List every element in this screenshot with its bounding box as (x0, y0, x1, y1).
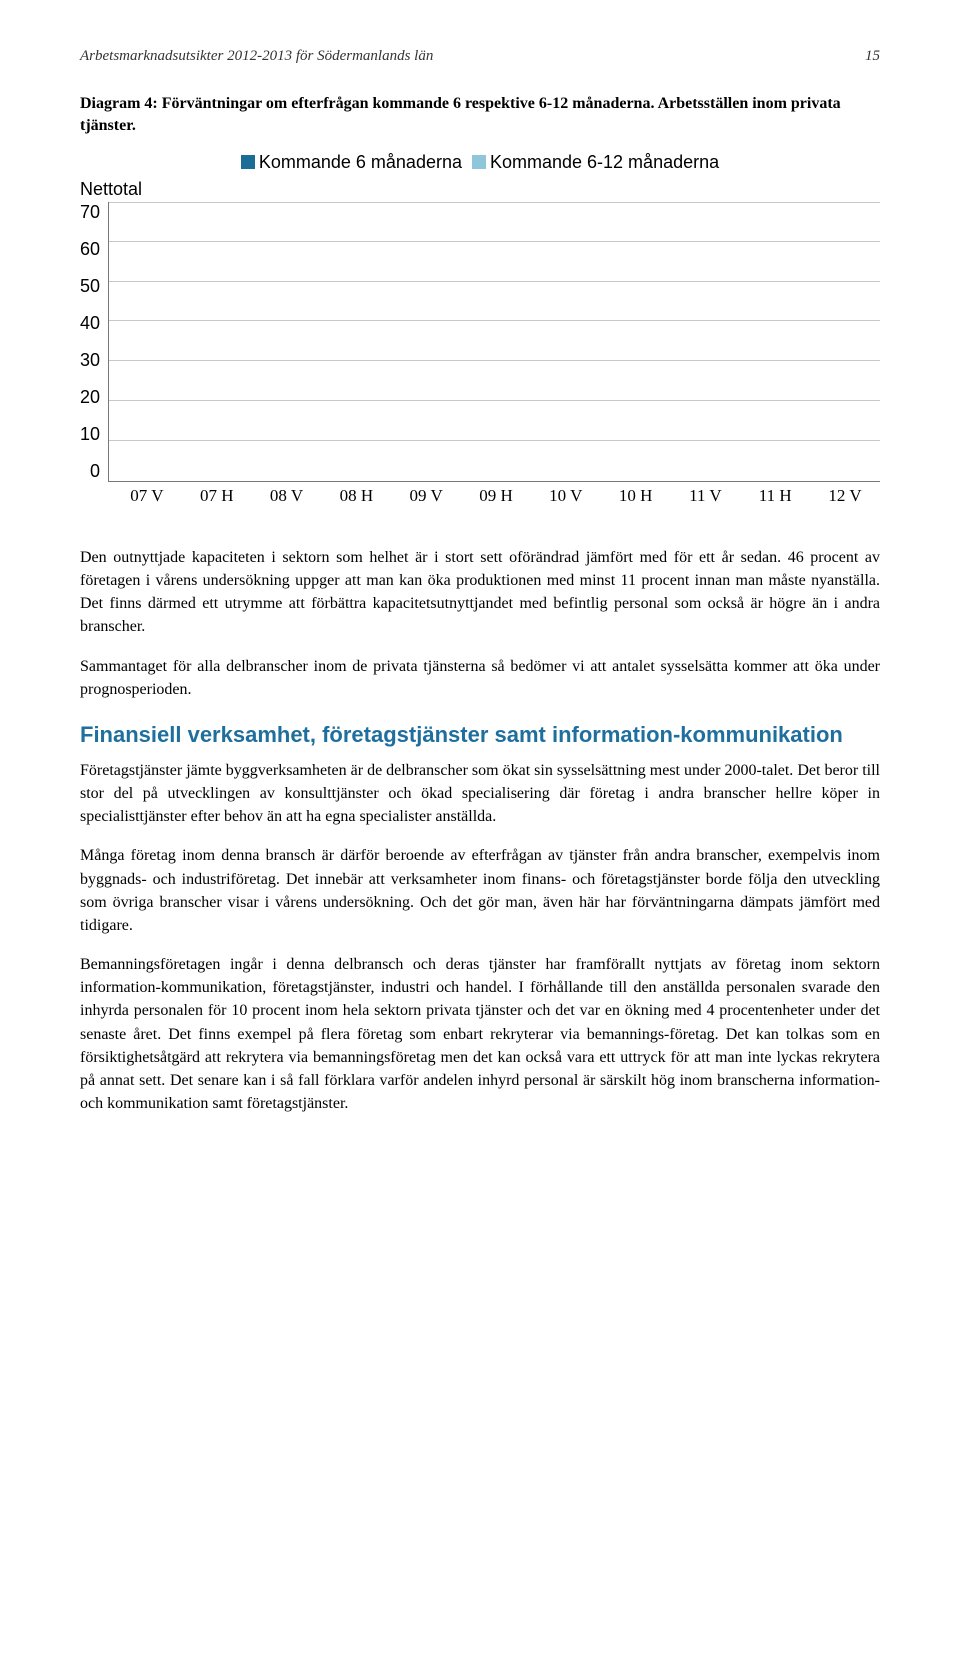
y-tick: 0 (90, 461, 100, 482)
y-tick: 60 (80, 239, 100, 260)
grid-line (109, 281, 880, 282)
y-tick: 70 (80, 202, 100, 223)
x-tick-label: 09 V (391, 486, 461, 506)
y-tick: 40 (80, 313, 100, 334)
y-tick: 30 (80, 350, 100, 371)
x-tick-label: 10 V (531, 486, 601, 506)
diagram-title: Diagram 4: Förväntningar om efterfrågan … (80, 93, 880, 138)
chart-legend: Kommande 6 månaderna Kommande 6-12 månad… (80, 152, 880, 173)
plot-area (108, 202, 880, 482)
grid-line (109, 440, 880, 441)
body-text: Den outnyttjade kapaciteten i sektorn so… (80, 546, 880, 1116)
bar-chart: 70 60 50 40 30 20 10 0 (80, 202, 880, 482)
paragraph-2: Sammantaget för alla delbranscher inom d… (80, 655, 880, 701)
paragraph-5: Bemanningsföretagen ingår i denna delbra… (80, 953, 880, 1115)
bar-container (109, 202, 880, 481)
y-tick: 10 (80, 424, 100, 445)
section-heading: Finansiell verksamhet, företagstjänster … (80, 719, 880, 751)
x-tick-label: 11 V (671, 486, 741, 506)
paragraph-4: Många företag inom denna bransch är därf… (80, 844, 880, 937)
x-tick-label: 08 V (252, 486, 322, 506)
y-tick: 20 (80, 387, 100, 408)
grid-line (109, 400, 880, 401)
legend-swatch-2 (472, 155, 486, 169)
grid-line (109, 202, 880, 203)
x-tick-label: 11 H (740, 486, 810, 506)
grid-line (109, 241, 880, 242)
x-tick-label: 07 V (112, 486, 182, 506)
x-tick-label: 12 V (810, 486, 880, 506)
y-tick: 50 (80, 276, 100, 297)
x-tick-label: 10 H (601, 486, 671, 506)
y-axis-title: Nettotal (80, 179, 880, 200)
grid-line (109, 320, 880, 321)
legend-item-2: Kommande 6-12 månaderna (472, 152, 719, 173)
legend-label-1: Kommande 6 månaderna (259, 152, 462, 173)
x-tick-label: 08 H (321, 486, 391, 506)
page-number: 15 (865, 48, 880, 65)
paragraph-3: Företagstjänster jämte byggverksamheten … (80, 759, 880, 829)
x-tick-label: 09 H (461, 486, 531, 506)
x-tick-label: 07 H (182, 486, 252, 506)
header-title: Arbetsmarknadsutsikter 2012-2013 för Söd… (80, 48, 433, 65)
paragraph-1: Den outnyttjade kapaciteten i sektorn so… (80, 546, 880, 639)
legend-label-2: Kommande 6-12 månaderna (490, 152, 719, 173)
x-axis: 07 V07 H08 V08 H09 V09 H10 V10 H11 V11 H… (112, 486, 880, 506)
legend-swatch-1 (241, 155, 255, 169)
grid-line (109, 360, 880, 361)
legend-item-1: Kommande 6 månaderna (241, 152, 462, 173)
page-header: Arbetsmarknadsutsikter 2012-2013 för Söd… (80, 48, 880, 65)
y-axis: 70 60 50 40 30 20 10 0 (80, 202, 108, 482)
